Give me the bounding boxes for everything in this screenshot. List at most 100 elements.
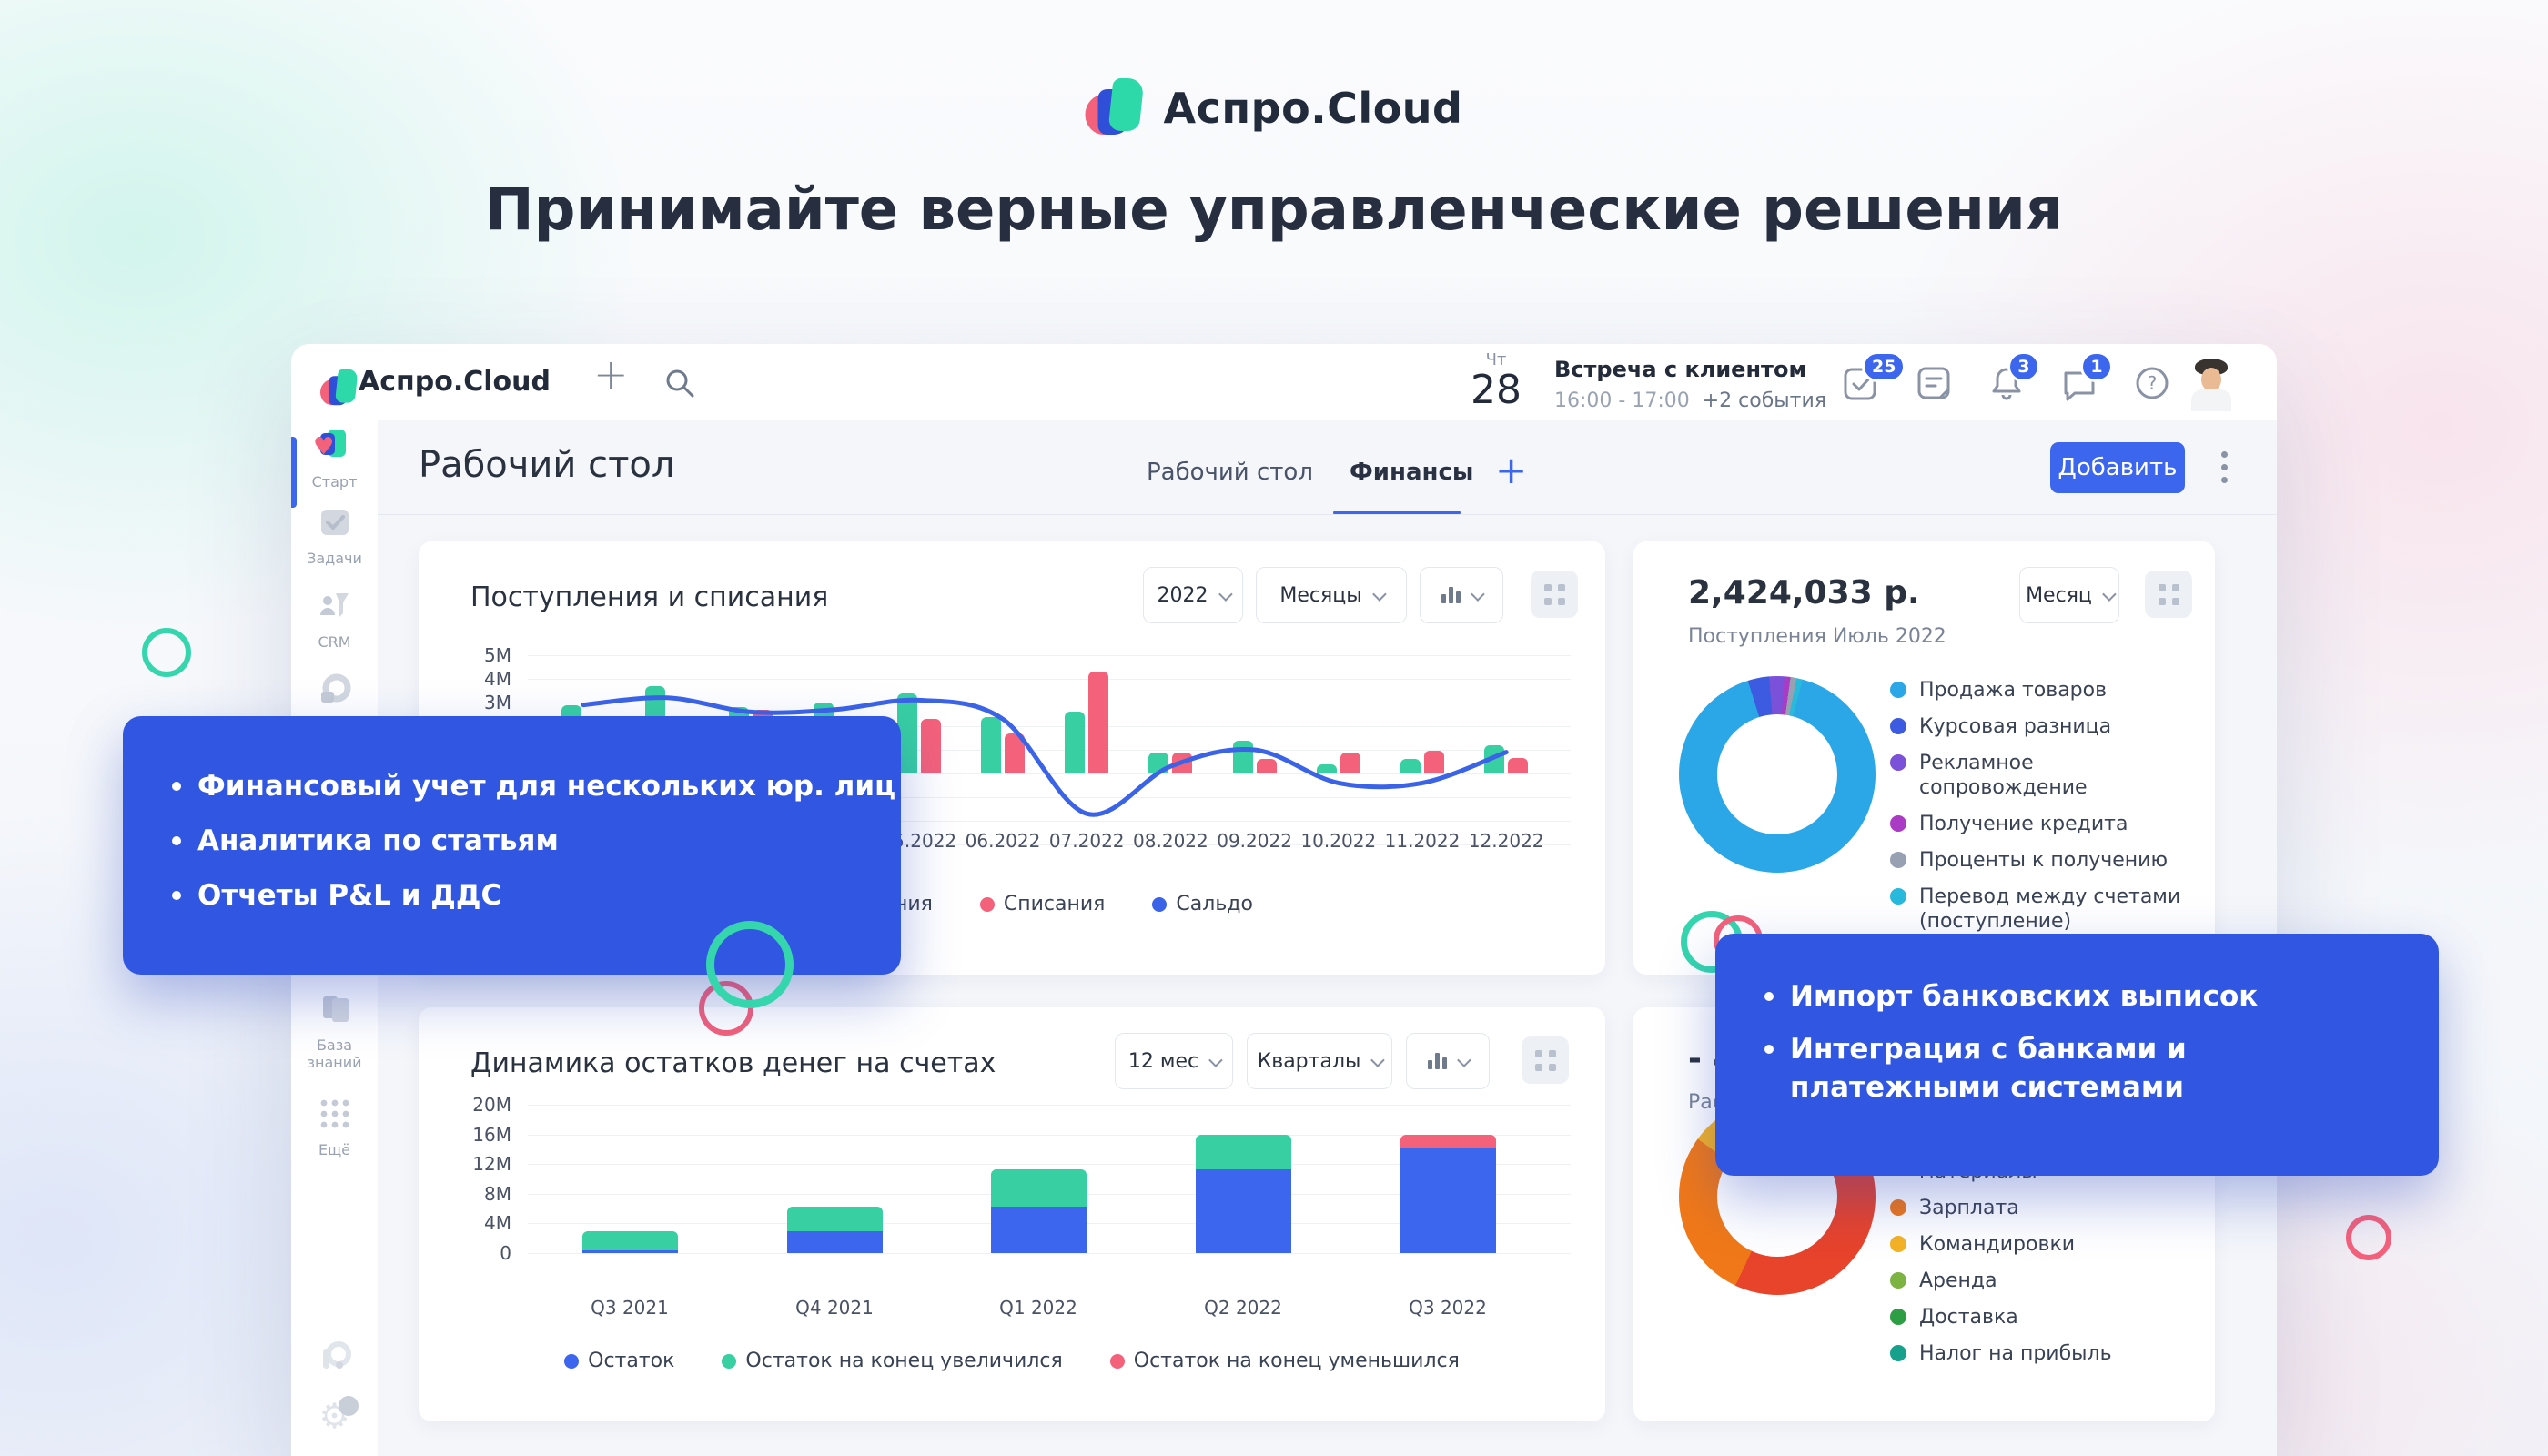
- legend-label: Командировки: [1919, 1233, 2076, 1256]
- legend-label: Остаток на конец увеличился: [745, 1350, 1063, 1372]
- sidebar-item-more[interactable]: Ещё: [291, 1096, 378, 1172]
- legend-dot: [1890, 1199, 1906, 1216]
- page-menu-kebab-icon[interactable]: [2221, 451, 2228, 483]
- x-axis-tick: Q1 2022: [999, 1297, 1077, 1319]
- stacked-bar-segment: [1400, 1134, 1496, 1148]
- x-axis-tick: 11.2022: [1384, 830, 1461, 852]
- feature-item: Отчеты P&L и ДДС: [167, 876, 901, 915]
- stacked-bar-segment: [581, 1249, 678, 1253]
- legend-item: Получение кредита: [1890, 812, 2199, 836]
- tasks-icon[interactable]: 25: [1840, 351, 1906, 404]
- tab-finances[interactable]: Финансы: [1350, 459, 1474, 486]
- y-axis-tick: 16M: [472, 1123, 511, 1146]
- active-indicator: [291, 437, 297, 508]
- aspro-logo-icon: [320, 369, 359, 406]
- bar-income: [981, 716, 1001, 774]
- sidebar-item-module[interactable]: [291, 670, 378, 724]
- month-select[interactable]: Месяц: [2019, 567, 2119, 623]
- settings-gear-icon[interactable]: ⚙: [291, 1396, 378, 1447]
- sidebar-item-label: Задачи: [307, 550, 362, 567]
- legend-dot: [1152, 896, 1168, 912]
- tab-desktop[interactable]: Рабочий стол: [1147, 459, 1313, 486]
- drag-handle[interactable]: [1522, 1036, 1569, 1084]
- legend-dot: [1109, 1353, 1125, 1369]
- feature-callout-banking: Импорт банковских выписок Интеграция с б…: [1715, 934, 2439, 1176]
- granularity-select[interactable]: Кварталы: [1247, 1033, 1392, 1089]
- legend-dot: [1890, 718, 1906, 734]
- legend-item: Проценты к получению: [1890, 848, 2199, 873]
- app-header: Аспро.Cloud + Чт 28 Встреча с клиентом 1…: [291, 344, 2277, 420]
- gridline: [528, 679, 1571, 680]
- hero-headline: Принимайте верные управленческие решения: [485, 177, 2063, 244]
- legend-label: Остаток на конец уменьшился: [1133, 1350, 1460, 1372]
- feature-item: Импорт банковских выписок: [1759, 977, 2439, 1016]
- create-icon[interactable]: +: [593, 349, 629, 399]
- x-axis-tick: 10.2022: [1300, 830, 1377, 852]
- decor-ring-teal: [706, 921, 794, 1008]
- income-total: 2,424,033 р.: [1688, 574, 1920, 612]
- x-axis-tick: Q2 2022: [1204, 1297, 1282, 1319]
- sidebar-item-label: Старт: [311, 473, 358, 490]
- legend-item: Доставка: [1890, 1305, 2199, 1330]
- year-select[interactable]: 2022: [1143, 567, 1243, 623]
- legend-label: Перевод между счетами (поступление): [1919, 885, 2181, 933]
- add-tab-icon[interactable]: +: [1495, 448, 1528, 492]
- drag-handle[interactable]: [1531, 571, 1578, 618]
- y-axis-tick: 0: [500, 1242, 511, 1264]
- period-select[interactable]: Месяцы: [1256, 567, 1407, 623]
- user-avatar[interactable]: [2182, 353, 2240, 411]
- next-event[interactable]: Встреча с клиентом 16:00 - 17:00 +2 событ…: [1554, 357, 1826, 412]
- y-axis-tick: 3M: [484, 692, 511, 713]
- messages-icon[interactable]: 1: [2058, 351, 2113, 404]
- app-logo[interactable]: Аспро.Cloud: [320, 362, 551, 406]
- bar-chart-icon: [1441, 587, 1461, 603]
- legend-label: Сальдо: [1176, 893, 1253, 915]
- decor-ring-teal: [142, 628, 191, 677]
- sidebar-item-crm[interactable]: CRM: [291, 586, 378, 662]
- legend-label: Курсовая разница: [1919, 715, 2112, 738]
- bar-expense: [920, 719, 941, 774]
- event-extra[interactable]: +2 события: [1702, 389, 1826, 412]
- legend-label: Рекламное сопровождение: [1919, 752, 2088, 799]
- bar-income: [1148, 752, 1169, 774]
- notes-icon[interactable]: [1913, 362, 1955, 404]
- stacked-bar-segment: [786, 1230, 883, 1253]
- legend-label: Получение кредита: [1919, 813, 2128, 835]
- legend-label: Аренда: [1919, 1269, 1997, 1292]
- legend-dot: [1890, 754, 1906, 771]
- card-income-structure: 2,424,033 р. Поступления Июль 2022 Месяц…: [1633, 541, 2215, 975]
- gridline: [528, 844, 1571, 845]
- messages-badge: 1: [2080, 351, 2113, 382]
- add-widget-button[interactable]: Добавить: [2050, 442, 2185, 493]
- search-icon[interactable]: [662, 366, 697, 404]
- bar-expense: [1005, 733, 1025, 774]
- gridline: [528, 1134, 1571, 1136]
- active-tab-underline: [1333, 511, 1461, 515]
- calendar-date[interactable]: Чт 28: [1471, 351, 1522, 411]
- bar-expense: [1172, 752, 1193, 774]
- svg-text:?: ?: [2148, 372, 2158, 394]
- decor-ring-pink: [2346, 1215, 2391, 1260]
- drag-handle[interactable]: [2145, 571, 2192, 618]
- hero-brand-name: Аспро.Cloud: [1163, 84, 1463, 133]
- support-icon[interactable]: [291, 1338, 378, 1389]
- x-axis-tick: 08.2022: [1133, 830, 1208, 852]
- chart-type-select[interactable]: [1420, 567, 1503, 623]
- chart-type-select[interactable]: [1406, 1033, 1490, 1089]
- y-axis-tick: 12M: [472, 1153, 511, 1176]
- notifications-bell-icon[interactable]: 3: [1986, 351, 2040, 404]
- range-select[interactable]: 12 мес: [1115, 1033, 1233, 1089]
- notifications-badge: 3: [2007, 351, 2040, 382]
- x-axis-tick: Q3 2022: [1409, 1297, 1487, 1319]
- legend-dot: [979, 896, 995, 912]
- card-title: Поступления и списания: [470, 581, 829, 613]
- sidebar-item-knowledge-base[interactable]: База знаний: [291, 989, 378, 1089]
- legend-item: Перевод между счетами (поступление): [1890, 885, 2199, 934]
- aspro-logo-icon: [1085, 78, 1146, 138]
- sidebar-item-label: CRM: [318, 633, 351, 651]
- help-icon[interactable]: ?: [2131, 362, 2173, 404]
- sidebar-item-tasks[interactable]: Задачи: [291, 502, 378, 579]
- sidebar-item-start[interactable]: ♥ Старт: [291, 428, 378, 508]
- gridline: [528, 1253, 1571, 1254]
